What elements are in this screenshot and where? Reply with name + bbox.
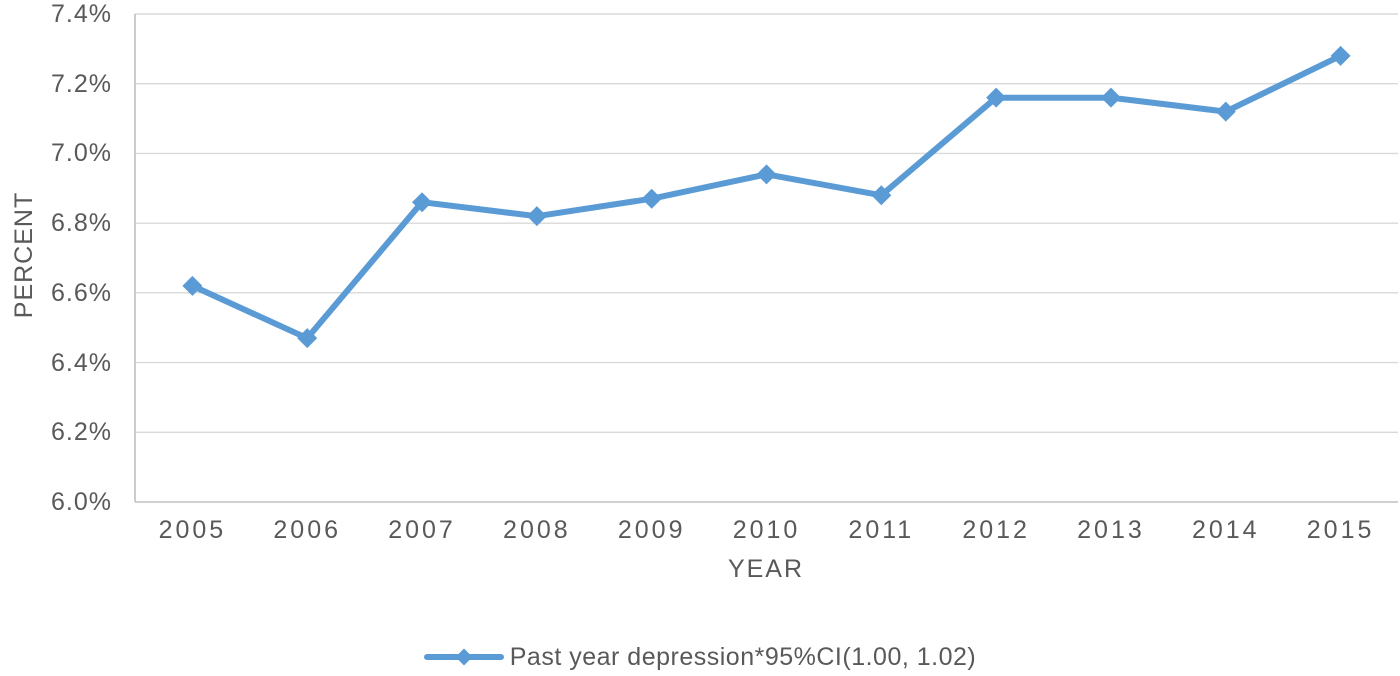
x-tick-label: 2010 xyxy=(732,516,801,544)
data-point-marker xyxy=(1330,45,1351,66)
y-tick-label: 7.2% xyxy=(51,69,112,98)
y-tick-label: 7.0% xyxy=(51,139,112,168)
x-tick-label: 2007 xyxy=(388,516,456,544)
y-tick-label: 6.0% xyxy=(51,488,112,516)
data-point-marker xyxy=(986,87,1007,108)
x-tick-label: 2014 xyxy=(1191,516,1260,544)
data-point-marker xyxy=(871,185,892,206)
data-point-marker xyxy=(182,275,203,296)
y-tick-label: 6.2% xyxy=(51,418,112,447)
legend-label: Past year depression*95%CI(1.00, 1.02) xyxy=(509,642,977,671)
y-tick-label: 7.4% xyxy=(51,0,112,28)
data-point-marker xyxy=(412,192,433,213)
data-point-marker xyxy=(756,164,777,185)
x-axis-title: YEAR xyxy=(727,555,805,583)
x-tick-label: 2006 xyxy=(273,516,342,544)
y-axis-title: PERCENT xyxy=(10,191,38,319)
legend: Past year depression*95%CI(1.00, 1.02) xyxy=(0,642,1400,672)
data-point-marker xyxy=(1215,101,1236,122)
data-point-marker xyxy=(297,328,318,349)
legend-marker-icon xyxy=(423,648,504,666)
y-tick-label: 6.8% xyxy=(51,209,112,238)
x-tick-label: 2013 xyxy=(1077,516,1145,544)
x-tick-label: 2012 xyxy=(962,516,1030,544)
data-point-marker xyxy=(1100,87,1121,108)
x-tick-label: 2005 xyxy=(158,516,227,544)
x-tick-label: 2015 xyxy=(1306,516,1375,544)
x-tick-label: 2008 xyxy=(503,516,571,544)
y-tick-label: 6.4% xyxy=(51,348,112,377)
x-tick-label: 2011 xyxy=(848,516,915,544)
data-point-marker xyxy=(526,206,547,227)
x-tick-label: 2009 xyxy=(617,516,686,544)
series-line xyxy=(189,52,1344,342)
data-point-marker xyxy=(641,188,662,209)
y-tick-label: 6.6% xyxy=(51,278,112,307)
